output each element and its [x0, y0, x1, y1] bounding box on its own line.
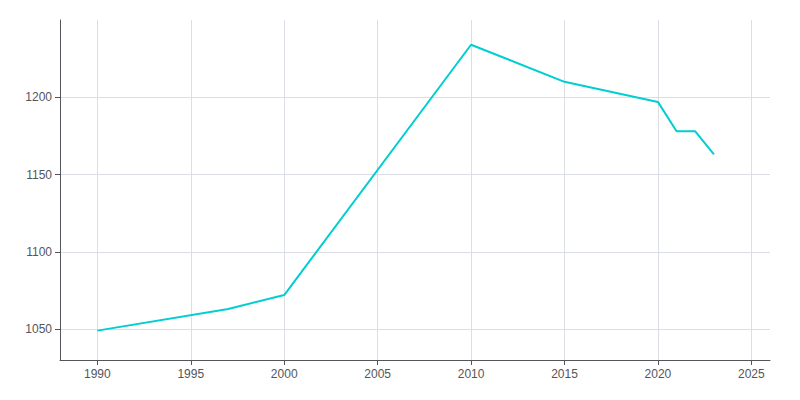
svg-text:1990: 1990	[84, 367, 111, 381]
svg-text:2010: 2010	[458, 367, 485, 381]
svg-text:2000: 2000	[271, 367, 298, 381]
svg-text:1200: 1200	[25, 90, 52, 104]
svg-text:1050: 1050	[25, 322, 52, 336]
svg-text:2025: 2025	[738, 367, 765, 381]
svg-text:1995: 1995	[177, 367, 204, 381]
svg-text:2020: 2020	[645, 367, 672, 381]
svg-text:2005: 2005	[364, 367, 391, 381]
svg-text:1150: 1150	[26, 168, 52, 182]
svg-text:2015: 2015	[551, 367, 578, 381]
svg-text:1100: 1100	[26, 245, 52, 259]
